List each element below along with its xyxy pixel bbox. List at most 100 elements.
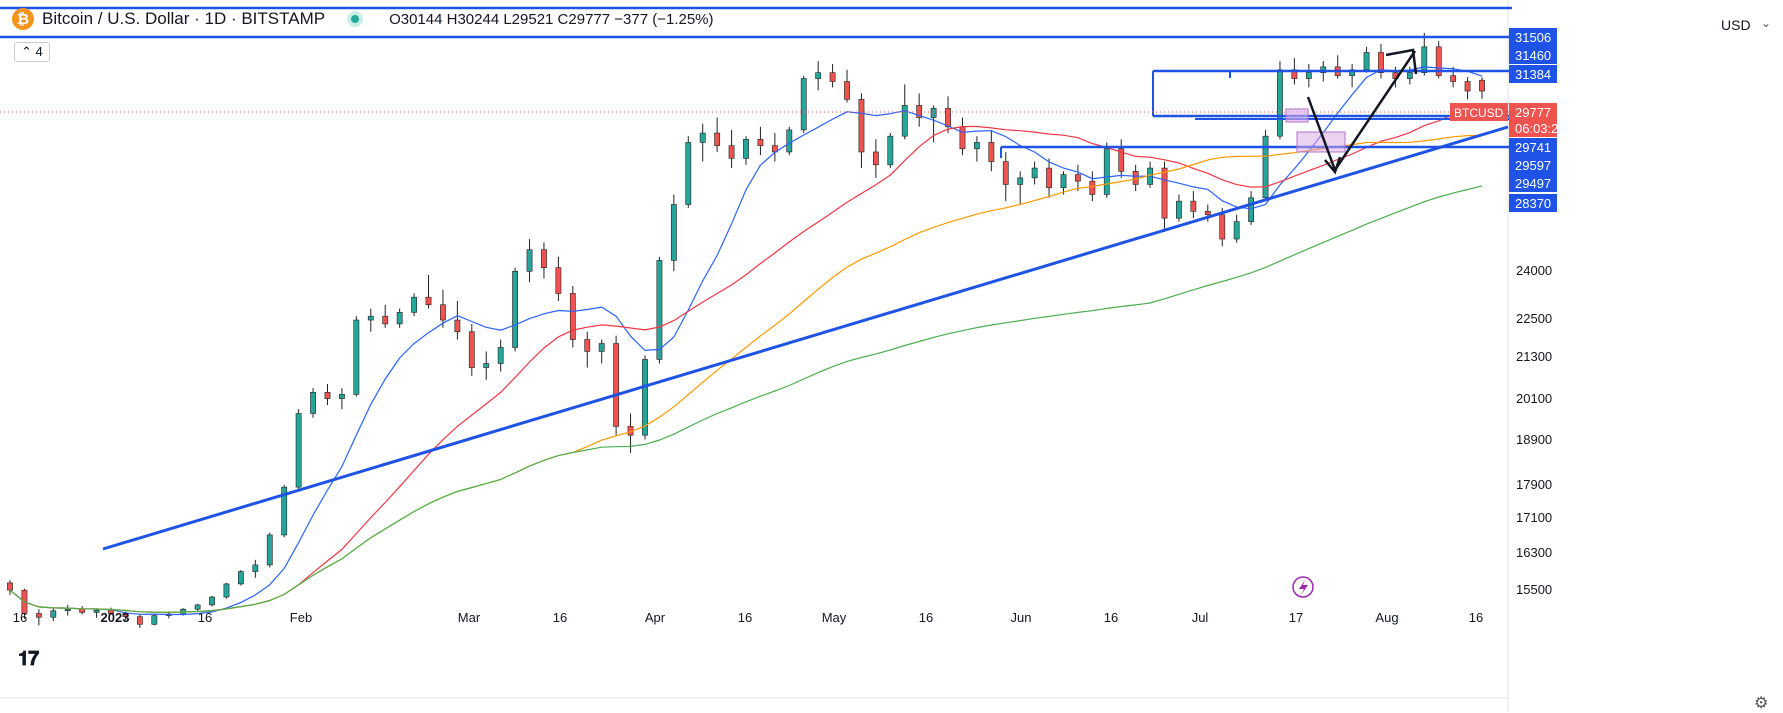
candle: [310, 388, 316, 418]
time-tick-label: Jul: [1192, 610, 1209, 625]
candle-body: [353, 319, 360, 395]
gear-icon[interactable]: ⚙: [1754, 695, 1769, 712]
time-tick-label: 2023: [101, 610, 130, 625]
lightning-bolt: [1299, 580, 1308, 595]
chart-header: ₿ Bitcoin / U.S. Dollar · 1D · BITSTAMP …: [0, 0, 1712, 62]
candle: [1464, 77, 1471, 100]
time-tick-label: Mar: [458, 610, 481, 625]
price-label-bg: [1509, 138, 1557, 156]
candle: [1031, 161, 1038, 185]
candle-body: [512, 270, 518, 348]
candle-body: [483, 363, 490, 368]
candle-body: [1406, 72, 1413, 79]
candle: [324, 383, 331, 405]
candle: [743, 136, 749, 165]
candle-body: [396, 312, 403, 325]
candle: [1204, 204, 1211, 222]
candle: [887, 133, 894, 169]
candle: [1132, 164, 1139, 192]
candle-body: [930, 108, 937, 118]
candle: [194, 603, 201, 612]
candle-body: [872, 151, 879, 166]
indicator-count: 4: [35, 44, 43, 59]
candle: [1060, 171, 1067, 195]
candle: [440, 289, 446, 328]
symbol-title[interactable]: Bitcoin / U.S. Dollar · 1D · BITSTAMP: [42, 9, 326, 28]
candle: [252, 559, 259, 578]
candle-body: [468, 331, 475, 368]
price-label-line-label: 29741: [1509, 138, 1557, 156]
candle-body: [584, 339, 591, 352]
candle: [800, 75, 807, 134]
time-tick-label: 16: [553, 610, 567, 625]
candle-body: [411, 296, 417, 313]
market-status-icon[interactable]: [347, 11, 364, 27]
candle-body: [454, 319, 461, 332]
price-label-text: 29597: [1515, 158, 1551, 173]
candle-body: [945, 108, 951, 128]
candle: [396, 308, 403, 328]
candle: [151, 613, 158, 626]
candle-body: [858, 99, 865, 153]
candle: [7, 580, 13, 595]
candle-body: [324, 392, 331, 399]
candle: [916, 93, 923, 127]
candle-body: [108, 609, 114, 614]
candle-body: [642, 359, 648, 436]
candle: [1277, 61, 1283, 140]
candle-body: [1017, 177, 1024, 185]
candle-body: [613, 343, 620, 427]
candle: [454, 300, 461, 340]
candle: [1334, 55, 1341, 79]
candle: [1363, 46, 1370, 73]
candle-body: [1450, 75, 1457, 82]
candle: [541, 242, 547, 279]
candle-body: [569, 293, 576, 340]
arrow-up-head: [1385, 48, 1418, 75]
candle-body: [714, 132, 721, 146]
legend-row: ₿ Bitcoin / U.S. Dollar · 1D · BITSTAMP …: [12, 8, 714, 30]
candle-body: [1031, 167, 1038, 179]
candle-body: [266, 534, 273, 566]
candle-body: [1363, 52, 1370, 71]
price-label-line-label: 29597: [1509, 156, 1557, 174]
candle: [295, 409, 302, 490]
candle-body: [1219, 214, 1226, 240]
candle-body: [440, 304, 446, 321]
time-tick-label: Jun: [1011, 610, 1032, 625]
indicators-toggle[interactable]: ⌃ 4: [14, 42, 50, 62]
candle-body: [281, 486, 288, 536]
candle: [512, 267, 518, 352]
price-label-last-price: 29777: [1509, 103, 1557, 121]
time-tick-label: 16: [919, 610, 933, 625]
tradingview-logo[interactable]: 𝟏𝟕: [18, 648, 39, 670]
price-label-line-label: 28370: [1509, 194, 1557, 212]
candle: [339, 388, 345, 410]
candle-body: [194, 604, 201, 610]
candle-body: [1204, 211, 1211, 216]
candle-body: [916, 105, 923, 118]
candle: [108, 607, 114, 615]
candle-body: [526, 249, 533, 272]
candle-body: [339, 394, 345, 399]
candle-body: [1002, 161, 1009, 185]
candle: [656, 256, 663, 364]
lightning-icon[interactable]: [1292, 576, 1314, 598]
candle: [367, 308, 374, 332]
price-label-bg: [1509, 28, 1557, 46]
currency-selector[interactable]: USD ⌄: [1713, 10, 1779, 40]
candle-body: [844, 81, 850, 100]
price-label-bg: [1509, 194, 1557, 212]
price-label-line-label: 31384: [1509, 65, 1557, 83]
candle: [1017, 171, 1024, 205]
candle-body: [1479, 79, 1485, 92]
candle-body: [64, 608, 71, 612]
price-label-line-label: 29497: [1509, 174, 1557, 192]
candle-body: [786, 129, 793, 153]
candle-body: [1089, 180, 1096, 195]
price-tick-label: 17900: [1516, 477, 1552, 492]
ohlc-values: O30144 H30244 L29521 C29777 −377 (−1.25%…: [389, 10, 714, 28]
candle-body: [223, 583, 230, 598]
candle-body: [1176, 200, 1182, 219]
